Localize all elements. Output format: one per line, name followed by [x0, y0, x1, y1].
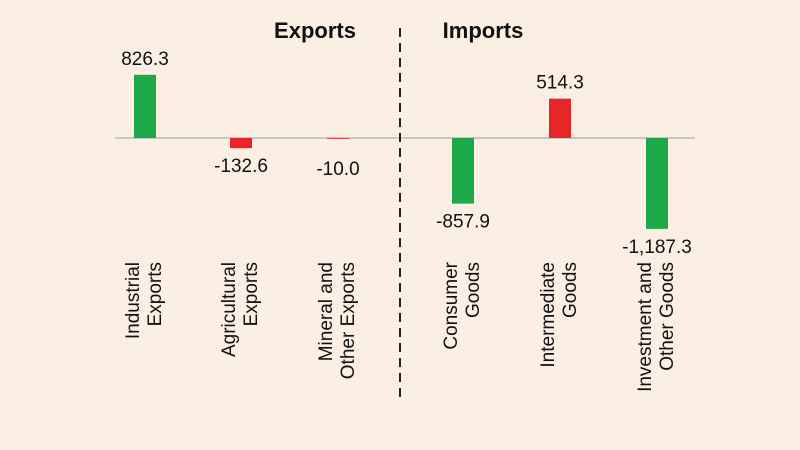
- category-label-3: Consumer Goods: [441, 261, 484, 349]
- category-label-5-line-1: Other Goods: [657, 262, 678, 371]
- category-label-0: Industrial Exports: [123, 262, 166, 339]
- category-label-3-line-1: Goods: [463, 262, 484, 318]
- value-label-4: 514.3: [536, 73, 584, 94]
- value-label-0: 826.3: [121, 49, 169, 70]
- bar-3: [452, 138, 474, 204]
- bar-4: [549, 98, 571, 138]
- bar-1: [230, 138, 252, 149]
- category-labels-layer: Industrial Exports Agricultural Exports Mine…: [123, 261, 678, 392]
- category-label-3-line-0: Consumer: [441, 261, 462, 349]
- value-label-2: -10.0: [316, 159, 359, 180]
- bar-5: [646, 138, 668, 229]
- group-label-exports: Exports: [274, 18, 356, 43]
- value-label-5: -1,187.3: [622, 237, 692, 258]
- category-label-4: Intermediate Goods: [538, 262, 581, 368]
- bar-2: [327, 138, 349, 139]
- category-label-1: Agricultural Exports: [219, 262, 262, 357]
- category-label-0-line-0: Industrial: [123, 262, 144, 339]
- category-label-1-line-0: Agricultural: [219, 262, 240, 357]
- value-labels-layer: 826.3 -132.6 -10.0 -857.9 514.3 -1,187.3: [121, 49, 692, 258]
- category-label-0-line-1: Exports: [145, 262, 166, 326]
- value-label-1: -132.6: [214, 156, 268, 177]
- group-label-imports: Imports: [443, 18, 524, 43]
- category-label-5: Investment and Other Goods: [635, 262, 678, 392]
- category-label-2-line-0: Mineral and: [316, 262, 337, 361]
- category-label-2: Mineral and Other Exports: [316, 262, 359, 379]
- value-label-3: -857.9: [436, 212, 490, 233]
- bar-0: [134, 74, 156, 138]
- bars-layer: [134, 74, 668, 229]
- category-label-4-line-0: Intermediate: [538, 262, 559, 368]
- category-label-5-line-0: Investment and: [635, 262, 656, 392]
- category-label-2-line-1: Other Exports: [338, 262, 359, 379]
- category-label-4-line-1: Goods: [560, 262, 581, 318]
- category-label-1-line-1: Exports: [241, 262, 262, 326]
